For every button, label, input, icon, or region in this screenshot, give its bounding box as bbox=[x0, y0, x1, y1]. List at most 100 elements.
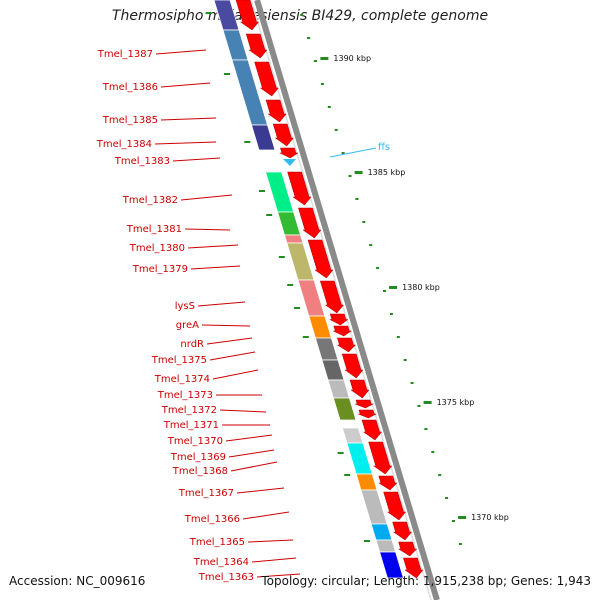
gene-tick bbox=[302, 336, 309, 338]
gene-label: lysS bbox=[175, 301, 195, 312]
gene-tick bbox=[223, 73, 230, 75]
gene-label: Tmel_1363 bbox=[198, 572, 254, 583]
scale-tick bbox=[396, 336, 400, 338]
scale-tick bbox=[355, 198, 359, 200]
gene-tick bbox=[244, 141, 251, 143]
cog-block bbox=[250, 124, 276, 151]
gene-label: Tmel_1379 bbox=[132, 264, 188, 275]
gene-label: Tmel_1385 bbox=[102, 115, 158, 126]
leader-line bbox=[251, 557, 297, 563]
leader-line bbox=[247, 539, 294, 543]
cds-arrow bbox=[368, 441, 393, 475]
leader-line bbox=[256, 573, 301, 578]
cds-arrow bbox=[349, 379, 370, 399]
gene-tick bbox=[337, 452, 344, 454]
scale-label: 1390 kbp bbox=[333, 54, 371, 63]
gene-label: Tmel_1372 bbox=[161, 405, 217, 416]
cog-block bbox=[341, 427, 364, 444]
cds-arrow bbox=[358, 409, 377, 419]
scale-tick bbox=[320, 83, 324, 85]
leader-line bbox=[180, 194, 233, 201]
scale-tick bbox=[334, 129, 338, 131]
leader-line bbox=[236, 487, 285, 494]
leader-line bbox=[160, 117, 217, 121]
scale-tick bbox=[327, 106, 331, 108]
rna-leader-line bbox=[329, 147, 377, 158]
gene-label: Tmel_1368 bbox=[172, 466, 228, 477]
gene-label: Tmel_1383 bbox=[114, 156, 170, 167]
cds-arrow bbox=[254, 61, 279, 97]
cog-block bbox=[327, 379, 350, 399]
leader-line bbox=[225, 434, 273, 442]
cds-arrow bbox=[403, 557, 424, 579]
rna-feature-marker bbox=[283, 159, 296, 166]
scale-tick bbox=[314, 60, 317, 62]
scale-tick bbox=[348, 175, 352, 177]
cog-block bbox=[308, 315, 332, 339]
leader-line bbox=[190, 265, 241, 270]
scale-label: 1375 kbp bbox=[437, 398, 475, 407]
gene-tick bbox=[294, 307, 301, 309]
scale-tick bbox=[452, 520, 455, 522]
scale-tick bbox=[383, 290, 386, 292]
scale-tick bbox=[431, 451, 435, 453]
cog-block bbox=[222, 29, 249, 61]
scale-major-tick bbox=[389, 286, 398, 289]
gene-tick bbox=[287, 284, 294, 286]
gene-label: Tmel_1386 bbox=[102, 82, 158, 93]
cds-arrow bbox=[397, 541, 418, 557]
scale-label: 1370 kbp bbox=[471, 513, 509, 522]
scale-tick bbox=[389, 313, 393, 315]
gene-label: Tmel_1364 bbox=[193, 557, 249, 568]
genome-summary-text: Topology: circular; Length: 1,915,238 bp… bbox=[261, 574, 591, 588]
cog-block bbox=[370, 523, 393, 541]
cds-arrow bbox=[355, 399, 374, 409]
leader-line bbox=[155, 49, 207, 55]
leader-line bbox=[154, 141, 217, 145]
leader-line bbox=[184, 228, 231, 231]
cog-block bbox=[213, 0, 240, 31]
leader-line bbox=[209, 351, 256, 361]
cds-arrow bbox=[265, 99, 287, 123]
gene-tick bbox=[364, 540, 370, 542]
gene-label: Tmel_1387 bbox=[97, 49, 153, 60]
leader-line bbox=[201, 324, 251, 327]
cds-arrow bbox=[361, 419, 383, 441]
rna-label: ffs bbox=[378, 142, 390, 153]
gene-tick bbox=[259, 190, 265, 192]
cds-arrow bbox=[307, 239, 334, 279]
cds-arrow bbox=[298, 207, 322, 239]
leader-line bbox=[197, 301, 246, 307]
gene-label: Tmel_1370 bbox=[167, 436, 223, 447]
cds-arrow bbox=[272, 123, 294, 147]
leader-line bbox=[219, 409, 267, 413]
scale-tick bbox=[307, 37, 311, 39]
scale-tick bbox=[369, 244, 373, 246]
cds-arrow bbox=[319, 280, 345, 314]
scale-tick bbox=[410, 382, 414, 384]
scale-tick bbox=[417, 405, 421, 407]
leader-line bbox=[172, 157, 221, 162]
gene-label: Tmel_1381 bbox=[126, 224, 182, 235]
gene-label: greA bbox=[176, 320, 199, 331]
leader-line bbox=[230, 461, 278, 472]
cog-block bbox=[286, 242, 315, 281]
leader-line bbox=[160, 82, 211, 88]
gene-label: Tmel_1371 bbox=[163, 420, 219, 431]
cds-arrow bbox=[287, 171, 312, 206]
scale-tick bbox=[362, 221, 366, 223]
leader-line bbox=[242, 511, 290, 520]
scale-major-tick bbox=[354, 171, 363, 174]
cog-block bbox=[332, 397, 357, 421]
leader-line bbox=[228, 449, 275, 458]
gene-label: Tmel_1375 bbox=[151, 355, 207, 366]
cds-arrow bbox=[333, 325, 353, 337]
cds-arrow bbox=[279, 147, 299, 159]
gene-label: Tmel_1384 bbox=[96, 139, 152, 150]
scale-major-tick bbox=[458, 516, 467, 519]
gene-label: Tmel_1374 bbox=[154, 374, 210, 385]
scale-tick bbox=[458, 543, 462, 545]
cog-block bbox=[314, 337, 339, 361]
accession-text: Accession: NC_009616 bbox=[9, 574, 146, 588]
gene-tick bbox=[205, 12, 212, 14]
